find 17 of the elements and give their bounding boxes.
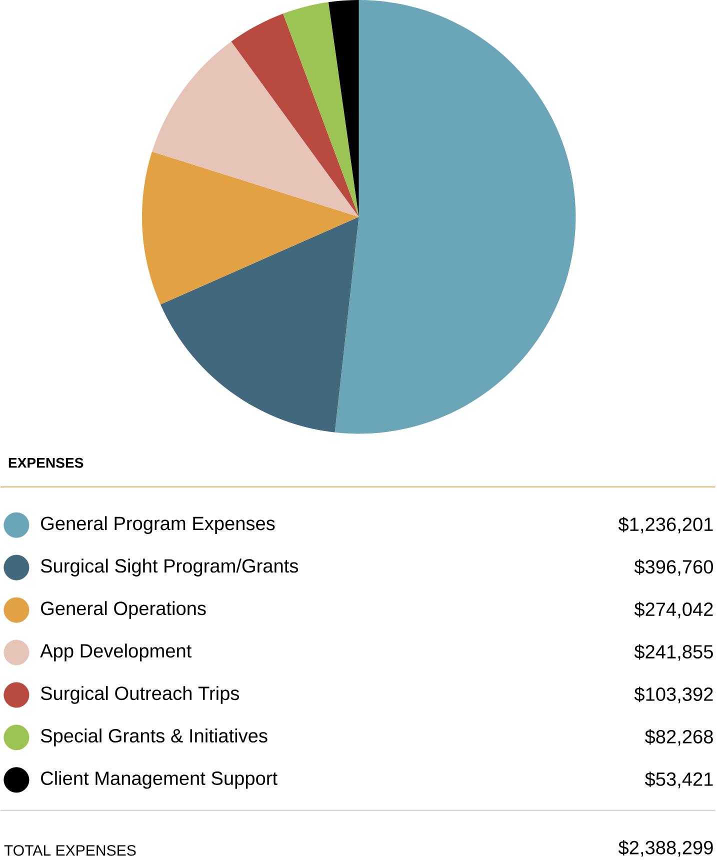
text: EXPENSES: [8, 458, 84, 468]
text: TOTAL EXPENSES: [4, 845, 136, 856]
data-label: $103,392: [634, 686, 713, 704]
data-label: $396,760: [634, 559, 713, 576]
data-label: $53,421: [644, 772, 713, 788]
legend-label: General Program Expenses: [41, 516, 275, 534]
legend-label: Client Management Support: [41, 771, 278, 789]
legend-label: General Operations: [41, 601, 206, 619]
data-label: $241,855: [634, 644, 713, 661]
legend-label: Special Grants & Initiatives: [40, 728, 268, 746]
text: $2,388,299: [618, 840, 713, 857]
data-label: $1,236,201: [618, 516, 713, 534]
legend-label: Surgical Sight Program/Grants: [40, 558, 298, 576]
data-label: $274,042: [634, 602, 713, 618]
legend-label: App Development: [40, 644, 192, 662]
data-label: $82,268: [644, 729, 713, 746]
legend-label: Surgical Outreach Trips: [40, 686, 240, 704]
